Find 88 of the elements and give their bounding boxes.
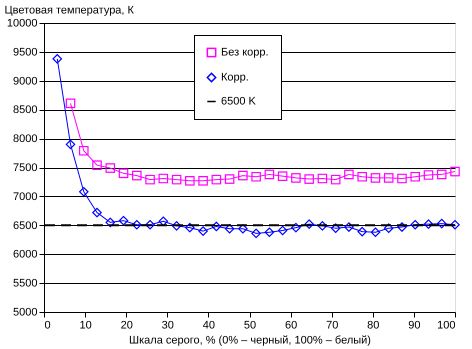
point <box>106 163 116 173</box>
point <box>330 174 340 184</box>
point <box>224 174 234 184</box>
point <box>318 174 328 184</box>
point <box>304 174 314 184</box>
point <box>436 218 447 228</box>
point <box>384 223 394 233</box>
point <box>158 216 168 226</box>
point <box>106 218 116 228</box>
x-tick-label: 50 <box>244 320 256 332</box>
y-tick-label: 5500 <box>13 278 38 290</box>
point <box>264 227 274 238</box>
point <box>238 224 248 234</box>
point <box>384 173 394 183</box>
point <box>212 174 222 184</box>
point <box>410 220 420 230</box>
point <box>172 174 182 184</box>
point <box>66 140 76 150</box>
point <box>278 171 288 181</box>
point <box>370 173 380 183</box>
point <box>450 220 460 230</box>
point <box>330 223 340 233</box>
point <box>370 227 380 238</box>
point <box>318 221 328 231</box>
point <box>158 174 168 184</box>
point <box>397 222 407 232</box>
point <box>132 170 142 180</box>
point <box>436 170 447 180</box>
point <box>291 173 301 183</box>
legend-label: 6500 K <box>221 96 257 108</box>
legend-label: Корр. <box>221 72 249 84</box>
point <box>198 176 208 186</box>
y-tick-label: 5000 <box>13 306 38 318</box>
point <box>424 219 434 229</box>
point <box>92 208 102 218</box>
x-tick-label: 40 <box>202 320 216 332</box>
point <box>357 226 367 236</box>
point <box>79 186 89 197</box>
point <box>132 220 142 230</box>
point <box>304 219 314 229</box>
point <box>424 170 434 180</box>
point <box>291 222 301 232</box>
point <box>66 98 76 108</box>
point <box>251 228 261 238</box>
point <box>52 54 62 64</box>
point <box>118 216 128 226</box>
point <box>212 222 222 232</box>
point <box>145 220 155 230</box>
y-tick-label: 10000 <box>6 18 38 30</box>
x-tick-label: 100 <box>437 320 456 332</box>
x-tick-label: 10 <box>79 320 92 332</box>
point <box>118 168 128 178</box>
point <box>410 172 420 182</box>
point <box>238 170 248 180</box>
point <box>145 174 155 184</box>
y-tick-label: 8500 <box>13 104 38 116</box>
point <box>185 176 195 186</box>
point <box>79 146 89 156</box>
point <box>264 170 274 180</box>
point <box>357 172 367 182</box>
y-tick-label: 8000 <box>13 133 38 146</box>
point <box>344 222 354 232</box>
x-axis-title: Шкала серого, % (0% – черный, 100% – белый) <box>129 334 371 346</box>
y-tick-label: 6000 <box>13 248 38 261</box>
point <box>397 174 407 184</box>
y-tick-label: 7000 <box>13 190 38 203</box>
x-tick-label: 20 <box>120 320 133 332</box>
point <box>450 166 460 176</box>
y-tick-label: 9500 <box>13 46 38 58</box>
point <box>185 222 195 232</box>
x-tick-label: 60 <box>284 320 298 332</box>
point <box>251 172 261 182</box>
y-tick-label: 9000 <box>13 75 38 88</box>
point <box>344 170 354 180</box>
x-tick-label: 70 <box>326 320 338 332</box>
y-tick-label: 6500 <box>13 220 38 232</box>
point <box>172 221 182 231</box>
x-tick-label: 90 <box>408 320 421 332</box>
point <box>224 224 234 234</box>
legend-label: Без корр. <box>221 46 269 58</box>
x-tick-label: 30 <box>162 320 174 332</box>
point <box>278 226 288 236</box>
y-axis-title: Цветовая температура, К <box>4 4 135 16</box>
x-tick-label: 0 <box>44 320 51 332</box>
point <box>198 226 208 236</box>
y-tick-label: 7500 <box>13 162 38 174</box>
x-tick-label: 80 <box>367 320 380 332</box>
point <box>92 160 102 170</box>
